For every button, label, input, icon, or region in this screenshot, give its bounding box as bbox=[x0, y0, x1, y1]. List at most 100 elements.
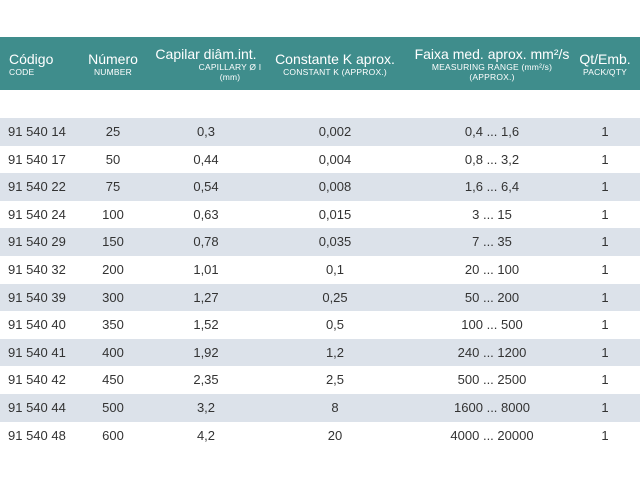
cell-code: 91 540 17 bbox=[8, 151, 66, 167]
header-range-label: Faixa med. aprox. mm²/s bbox=[414, 45, 570, 62]
header-number-label: Número bbox=[88, 50, 138, 67]
cell-code: 91 540 29 bbox=[8, 234, 66, 250]
cell-code: 91 540 22 bbox=[8, 179, 66, 195]
table-row: 91 540 39 300 1,27 0,25 50 ... 200 1 bbox=[0, 283, 640, 312]
cell-constant: 0,002 bbox=[318, 124, 352, 139]
header-number: Número NUMBER bbox=[80, 37, 146, 90]
cell-number: 75 bbox=[105, 179, 121, 195]
cell-code: 91 540 41 bbox=[8, 344, 66, 360]
cell-capillary: 3,2 bbox=[196, 399, 216, 415]
cell-code: 91 540 42 bbox=[8, 372, 66, 388]
header-qty-label: Qt/Emb. bbox=[579, 50, 631, 67]
header-constant-sublabel: CONSTANT K (APPROX.) bbox=[283, 66, 387, 77]
cell-number: 200 bbox=[102, 261, 124, 277]
cell-qty: 1 bbox=[601, 344, 609, 360]
cell-number: 400 bbox=[102, 344, 124, 360]
cell-capillary: 2,35 bbox=[193, 372, 219, 388]
cell-capillary: 1,92 bbox=[193, 344, 219, 360]
cell-qty: 1 bbox=[601, 234, 609, 250]
table-row: 91 540 14 25 0,3 0,002 0,4 ... 1,6 1 bbox=[0, 118, 640, 146]
cell-range: 4000 ... 20000 bbox=[450, 427, 534, 443]
header-code-sublabel: CODE bbox=[9, 66, 35, 77]
cell-constant: 8 bbox=[331, 399, 339, 415]
header-capillary-label: Capilar diâm.int. bbox=[155, 45, 257, 62]
header-range-sublabel: MEASURING RANGE (mm²/s) bbox=[431, 61, 553, 72]
table-row: 91 540 41 400 1,92 1,2 240 ... 1200 1 bbox=[0, 338, 640, 367]
cell-qty: 1 bbox=[601, 427, 609, 443]
table-row: 91 540 44 500 3,2 8 1600 ... 8000 1 bbox=[0, 393, 640, 422]
cell-code: 91 540 48 bbox=[8, 427, 66, 443]
header-capillary: Capilar diâm.int. CAPILLARY Ø I (mm) bbox=[148, 37, 264, 90]
header-capillary-unit: (mm) bbox=[219, 71, 241, 82]
cell-constant: 2,5 bbox=[325, 372, 345, 388]
table-row: 91 540 42 450 2,35 2,5 500 ... 2500 1 bbox=[0, 366, 640, 394]
cell-code: 91 540 39 bbox=[8, 289, 66, 305]
header-qty-sublabel: PACK/QTY bbox=[583, 66, 627, 77]
table-row: 91 540 32 200 1,01 0,1 20 ... 100 1 bbox=[0, 255, 640, 284]
cell-code: 91 540 24 bbox=[8, 206, 66, 222]
table-row: 91 540 24 100 0,63 0,015 3 ... 15 1 bbox=[0, 200, 640, 229]
cell-range: 20 ... 100 bbox=[464, 261, 520, 277]
cell-capillary: 1,52 bbox=[193, 317, 219, 333]
table-row: 91 540 29 150 0,78 0,035 7 ... 35 1 bbox=[0, 228, 640, 256]
cell-constant: 0,008 bbox=[318, 179, 352, 195]
cell-range: 1,6 ... 6,4 bbox=[464, 179, 520, 195]
cell-qty: 1 bbox=[601, 206, 609, 222]
cell-number: 150 bbox=[102, 234, 124, 250]
cell-capillary: 0,3 bbox=[196, 124, 216, 139]
header-spacer bbox=[0, 90, 640, 118]
cell-number: 100 bbox=[102, 206, 124, 222]
cell-number: 50 bbox=[105, 151, 121, 167]
cell-number: 25 bbox=[105, 124, 121, 139]
cell-qty: 1 bbox=[601, 372, 609, 388]
cell-capillary: 0,54 bbox=[193, 179, 219, 195]
table-header: Código CODE Número NUMBER Capilar diâm.i… bbox=[0, 37, 640, 90]
header-qty: Qt/Emb. PACK/QTY bbox=[572, 37, 638, 90]
cell-number: 450 bbox=[102, 372, 124, 388]
cell-code: 91 540 32 bbox=[8, 261, 66, 277]
cell-capillary: 4,2 bbox=[196, 427, 216, 443]
cell-range: 500 ... 2500 bbox=[457, 372, 527, 388]
cell-capillary: 1,01 bbox=[193, 261, 219, 277]
cell-range: 240 ... 1200 bbox=[457, 344, 527, 360]
header-constant-label: Constante K aprox. bbox=[275, 50, 395, 67]
cell-constant: 0,015 bbox=[318, 206, 352, 222]
table-row: 91 540 22 75 0,54 0,008 1,6 ... 6,4 1 bbox=[0, 173, 640, 201]
cell-range: 100 ... 500 bbox=[461, 317, 523, 333]
cell-capillary: 1,27 bbox=[193, 289, 219, 305]
cell-constant: 1,2 bbox=[325, 344, 345, 360]
cell-constant: 0,035 bbox=[318, 234, 352, 250]
cell-code: 91 540 14 bbox=[8, 124, 66, 139]
table-body: 91 540 14 25 0,3 0,002 0,4 ... 1,6 1 91 540 17… bbox=[0, 118, 640, 450]
cell-range: 1600 ... 8000 bbox=[454, 399, 530, 415]
table-row: 91 540 40 350 1,52 0,5 100 ... 500 1 bbox=[0, 311, 640, 339]
cell-range: 3 ... 15 bbox=[472, 206, 512, 222]
cell-constant: 0,25 bbox=[322, 289, 348, 305]
header-code-label: Código bbox=[9, 50, 54, 67]
cell-range: 0,4 ... 1,6 bbox=[464, 124, 520, 139]
cell-qty: 1 bbox=[601, 179, 609, 195]
cell-code: 91 540 40 bbox=[8, 317, 66, 333]
cell-constant: 0,004 bbox=[318, 151, 352, 167]
header-code: Código CODE bbox=[9, 37, 79, 90]
cell-code: 91 540 44 bbox=[8, 399, 66, 415]
cell-range: 7 ... 35 bbox=[472, 234, 512, 250]
header-range-approx: (APPROX.) bbox=[469, 71, 515, 82]
table-row: 91 540 17 50 0,44 0,004 0,8 ... 3,2 1 bbox=[0, 145, 640, 174]
header-capillary-sublabel: CAPILLARY Ø I bbox=[198, 61, 262, 72]
cell-qty: 1 bbox=[601, 399, 609, 415]
cell-capillary: 0,78 bbox=[193, 234, 219, 250]
table-row: 91 540 48 600 4,2 20 4000 ... 20000 1 bbox=[0, 421, 640, 450]
cell-constant: 0,5 bbox=[325, 317, 345, 333]
header-number-sublabel: NUMBER bbox=[93, 66, 133, 77]
cell-constant: 0,1 bbox=[325, 261, 345, 277]
cell-range: 50 ... 200 bbox=[464, 289, 520, 305]
cell-qty: 1 bbox=[601, 289, 609, 305]
cell-qty: 1 bbox=[601, 124, 609, 139]
cell-range: 0,8 ... 3,2 bbox=[464, 151, 520, 167]
cell-constant: 20 bbox=[327, 427, 343, 443]
cell-number: 350 bbox=[102, 317, 124, 333]
header-range: Faixa med. aprox. mm²/s MEASURING RANGE … bbox=[402, 37, 582, 90]
cell-number: 500 bbox=[102, 399, 124, 415]
